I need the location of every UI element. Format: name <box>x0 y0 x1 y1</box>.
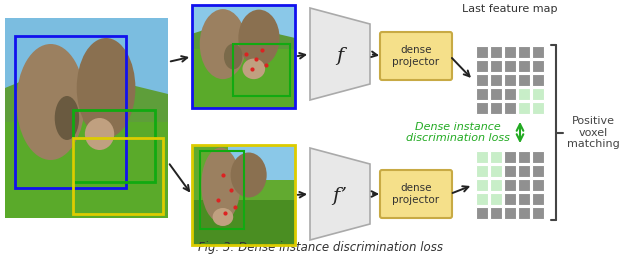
Polygon shape <box>192 21 295 51</box>
FancyBboxPatch shape <box>476 206 488 219</box>
Text: dense
projector: dense projector <box>392 183 440 205</box>
FancyBboxPatch shape <box>531 88 544 100</box>
FancyBboxPatch shape <box>490 206 502 219</box>
FancyBboxPatch shape <box>504 88 516 100</box>
FancyBboxPatch shape <box>476 101 488 114</box>
Polygon shape <box>310 8 370 100</box>
FancyBboxPatch shape <box>192 200 295 245</box>
FancyBboxPatch shape <box>518 74 530 86</box>
FancyBboxPatch shape <box>490 179 502 191</box>
FancyBboxPatch shape <box>476 88 488 100</box>
FancyBboxPatch shape <box>531 60 544 72</box>
FancyBboxPatch shape <box>531 74 544 86</box>
Text: f’: f’ <box>333 187 348 205</box>
FancyBboxPatch shape <box>504 101 516 114</box>
FancyBboxPatch shape <box>476 179 488 191</box>
FancyBboxPatch shape <box>476 74 488 86</box>
FancyBboxPatch shape <box>476 46 488 58</box>
FancyBboxPatch shape <box>518 101 530 114</box>
Ellipse shape <box>238 10 280 66</box>
Text: Positive
voxel
matching: Positive voxel matching <box>567 116 620 149</box>
FancyBboxPatch shape <box>490 101 502 114</box>
FancyBboxPatch shape <box>192 49 295 108</box>
FancyBboxPatch shape <box>518 165 530 177</box>
FancyBboxPatch shape <box>476 192 488 205</box>
FancyBboxPatch shape <box>518 206 530 219</box>
FancyBboxPatch shape <box>531 151 544 163</box>
Ellipse shape <box>77 38 136 138</box>
FancyBboxPatch shape <box>504 46 516 58</box>
Ellipse shape <box>224 44 243 69</box>
FancyBboxPatch shape <box>518 46 530 58</box>
FancyBboxPatch shape <box>192 145 295 245</box>
FancyBboxPatch shape <box>490 165 502 177</box>
FancyBboxPatch shape <box>228 145 295 180</box>
FancyBboxPatch shape <box>476 60 488 72</box>
FancyBboxPatch shape <box>518 60 530 72</box>
FancyBboxPatch shape <box>5 122 168 218</box>
FancyBboxPatch shape <box>531 179 544 191</box>
FancyBboxPatch shape <box>504 60 516 72</box>
FancyBboxPatch shape <box>380 32 452 80</box>
FancyBboxPatch shape <box>490 60 502 72</box>
FancyBboxPatch shape <box>504 74 516 86</box>
Polygon shape <box>5 68 168 128</box>
FancyBboxPatch shape <box>518 151 530 163</box>
FancyBboxPatch shape <box>490 151 502 163</box>
FancyBboxPatch shape <box>504 192 516 205</box>
FancyBboxPatch shape <box>504 165 516 177</box>
FancyBboxPatch shape <box>490 74 502 86</box>
Polygon shape <box>310 148 370 240</box>
FancyBboxPatch shape <box>504 151 516 163</box>
Ellipse shape <box>85 118 114 150</box>
FancyBboxPatch shape <box>518 88 530 100</box>
FancyBboxPatch shape <box>490 46 502 58</box>
FancyBboxPatch shape <box>192 5 295 46</box>
Ellipse shape <box>230 153 267 198</box>
FancyBboxPatch shape <box>518 192 530 205</box>
FancyBboxPatch shape <box>531 46 544 58</box>
Text: Dense instance
discrimination loss: Dense instance discrimination loss <box>406 122 510 143</box>
FancyBboxPatch shape <box>531 101 544 114</box>
Ellipse shape <box>212 208 233 226</box>
Ellipse shape <box>200 9 246 79</box>
Text: dense
projector: dense projector <box>392 45 440 67</box>
FancyBboxPatch shape <box>531 206 544 219</box>
Text: Last feature map: Last feature map <box>462 4 557 14</box>
FancyBboxPatch shape <box>531 165 544 177</box>
FancyBboxPatch shape <box>476 151 488 163</box>
FancyBboxPatch shape <box>504 179 516 191</box>
Text: Fig. 3: Dense instance discrimination loss: Fig. 3: Dense instance discrimination lo… <box>198 241 442 254</box>
FancyBboxPatch shape <box>490 88 502 100</box>
Text: f: f <box>337 47 344 65</box>
Ellipse shape <box>54 96 79 140</box>
Ellipse shape <box>243 58 265 79</box>
Ellipse shape <box>201 147 241 223</box>
FancyBboxPatch shape <box>380 170 452 218</box>
FancyBboxPatch shape <box>531 192 544 205</box>
FancyBboxPatch shape <box>504 206 516 219</box>
FancyBboxPatch shape <box>518 179 530 191</box>
FancyBboxPatch shape <box>490 192 502 205</box>
Ellipse shape <box>17 44 85 160</box>
FancyBboxPatch shape <box>5 18 168 102</box>
FancyBboxPatch shape <box>476 165 488 177</box>
